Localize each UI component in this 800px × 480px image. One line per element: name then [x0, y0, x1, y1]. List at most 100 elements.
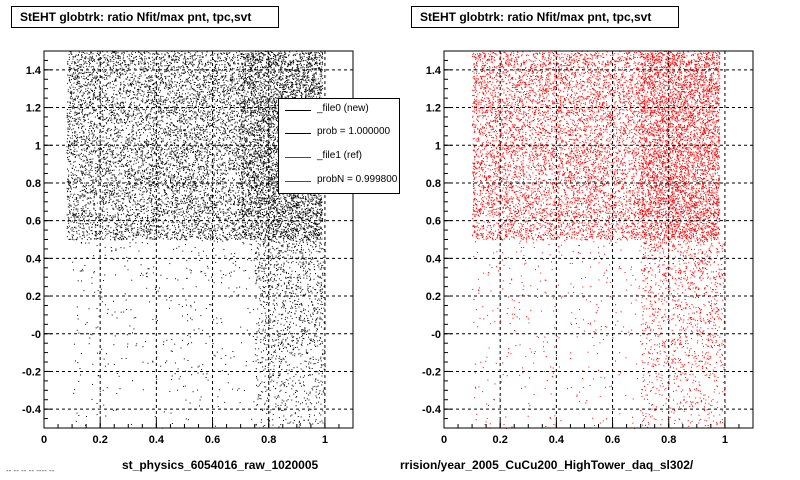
data-point	[216, 147, 218, 149]
data-point	[68, 125, 70, 127]
data-point	[152, 238, 154, 240]
data-point	[112, 161, 114, 163]
data-point	[97, 174, 99, 176]
data-point	[133, 113, 135, 115]
data-point	[127, 68, 129, 70]
data-point	[110, 194, 112, 196]
data-point	[154, 96, 155, 98]
data-point	[195, 90, 196, 92]
data-point	[134, 176, 136, 178]
data-point	[103, 203, 105, 205]
data-point	[145, 187, 146, 188]
data-point	[204, 203, 206, 205]
data-point	[183, 58, 185, 60]
data-point	[122, 130, 124, 131]
data-point	[74, 174, 76, 176]
data-point	[92, 200, 94, 202]
data-point	[187, 210, 189, 212]
data-point	[146, 146, 148, 148]
data-point	[194, 141, 196, 143]
data-point	[150, 154, 152, 156]
data-point	[114, 174, 116, 176]
data-point	[114, 126, 116, 128]
data-point	[104, 198, 105, 200]
data-point	[129, 105, 131, 107]
data-point	[222, 133, 224, 135]
data-point	[173, 216, 175, 218]
data-point	[203, 76, 205, 78]
data-point	[146, 108, 148, 110]
data-point	[113, 62, 115, 64]
data-point	[113, 87, 115, 89]
data-point	[117, 192, 119, 194]
data-point	[216, 216, 217, 218]
data-point	[133, 79, 135, 81]
data-point	[83, 119, 85, 120]
data-point	[108, 146, 110, 148]
data-point	[105, 136, 107, 138]
data-point	[154, 90, 156, 92]
data-point	[159, 156, 160, 158]
data-point	[180, 54, 182, 56]
data-point	[168, 87, 169, 89]
data-point	[73, 98, 75, 100]
data-point	[131, 114, 133, 116]
data-point	[175, 139, 177, 141]
data-point	[144, 102, 146, 104]
data-point	[166, 68, 168, 70]
data-point	[228, 217, 229, 219]
data-point	[90, 162, 91, 163]
data-point	[111, 87, 113, 89]
data-point	[132, 209, 133, 210]
data-point	[193, 172, 195, 174]
data-point	[213, 157, 215, 159]
data-point	[123, 90, 125, 92]
data-point	[191, 55, 193, 57]
data-point	[168, 176, 170, 178]
data-point	[69, 161, 71, 163]
data-point	[166, 126, 168, 128]
data-point	[82, 166, 84, 168]
data-point	[131, 169, 133, 171]
data-point	[140, 205, 142, 207]
data-point	[145, 191, 147, 193]
data-point	[116, 113, 118, 115]
data-point	[113, 123, 115, 125]
data-point	[69, 86, 71, 88]
data-point	[81, 127, 83, 129]
data-point	[66, 226, 68, 228]
data-point	[142, 230, 144, 232]
data-point	[196, 126, 197, 128]
data-point	[138, 51, 140, 53]
data-point	[152, 90, 154, 91]
data-point	[104, 74, 106, 76]
data-point	[124, 146, 126, 148]
data-point	[94, 212, 96, 214]
data-point	[102, 84, 104, 86]
data-point	[143, 91, 145, 93]
data-point	[156, 77, 158, 79]
data-point	[93, 150, 95, 152]
data-point	[86, 231, 88, 233]
data-point	[122, 236, 124, 238]
data-point	[195, 104, 197, 106]
data-point	[129, 160, 131, 162]
data-point	[95, 110, 97, 112]
data-point	[100, 204, 102, 206]
data-point	[150, 165, 152, 167]
data-point	[181, 233, 183, 235]
data-point	[122, 165, 124, 167]
data-point	[117, 90, 119, 92]
data-point	[92, 140, 94, 142]
data-point	[146, 190, 148, 192]
data-point	[115, 105, 117, 107]
data-point	[155, 132, 157, 134]
data-point	[171, 234, 173, 236]
data-point	[92, 71, 94, 73]
data-point	[119, 147, 121, 149]
data-point	[144, 231, 146, 233]
data-point	[115, 227, 117, 229]
data-point	[93, 196, 95, 198]
data-point	[199, 153, 201, 155]
data-point	[82, 132, 84, 134]
